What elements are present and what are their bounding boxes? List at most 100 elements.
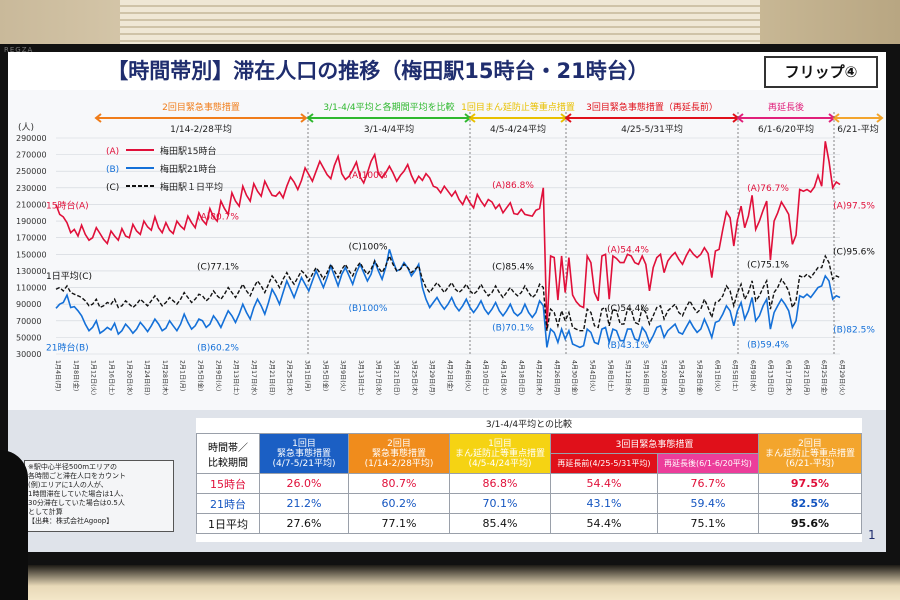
- x-tick-label: 1月16日(土): [107, 360, 115, 395]
- x-tick-label: 6月17日(木): [785, 360, 793, 395]
- x-tick-label: 4月2日(金): [446, 360, 454, 391]
- series-line-B: [55, 249, 841, 349]
- x-tick-label: 3月25日(木): [410, 360, 418, 395]
- annotation-a: (A)80.7%: [197, 212, 239, 222]
- x-tick-label: 4月26日(月): [553, 360, 560, 395]
- period-label: 3回目緊急事態措置（再延長前）: [586, 101, 718, 113]
- table-cell: 27.6%: [259, 513, 349, 534]
- period-average-label: 6/1-6/20平均: [758, 123, 814, 135]
- table-cell: 54.4%: [550, 473, 658, 494]
- annotation-b: (B)60.2%: [197, 344, 239, 354]
- series-line-C: [55, 254, 841, 332]
- plot-background: [8, 90, 886, 410]
- side-label-21h: 21時台(B): [46, 342, 89, 354]
- annotation-a: (A)76.7%: [747, 184, 789, 194]
- comparison-table: 時間帯／ 比較期間 1回目 緊急事態措置 (4/7-5/21平均) 2回目 緊急…: [196, 433, 862, 534]
- row-label-15h: 15時台: [196, 473, 260, 494]
- x-tick-label: 6月13日(日): [767, 360, 774, 395]
- note-line: ※駅中心半径500mエリアの: [28, 463, 118, 471]
- x-tick-label: 2月5日(金): [197, 360, 205, 391]
- header-1st-manbo: 1回目 まん延防止等重点措置 (4/5-4/24平均): [449, 433, 551, 474]
- annotation-a: (A)86.8%: [492, 181, 534, 191]
- window-blinds: [120, 0, 760, 44]
- y-tick-label: 130000: [16, 267, 47, 276]
- person-silhouette: [0, 450, 28, 600]
- x-tick-label: 5月16日(日): [642, 360, 649, 395]
- period-average-label: 4/5-4/24平均: [490, 123, 546, 135]
- room-background-bottom: [0, 565, 900, 600]
- y-tick-label: 70000: [16, 317, 41, 326]
- legend-label: 梅田駅15時台: [160, 145, 216, 157]
- note-line: 30分滞在していた場合は0.5人: [28, 499, 125, 507]
- header-2-line1: 2回目: [387, 438, 411, 449]
- x-tick-label: 5月4日(火): [589, 360, 596, 391]
- x-tick-label: 4月10日(土): [482, 360, 490, 395]
- table-corner: 時間帯／ 比較期間: [196, 433, 260, 474]
- header-1-line2: 緊急事態措置: [276, 448, 331, 459]
- annotation-b: (B)100%: [349, 304, 388, 314]
- flip-badge: フリップ④: [764, 56, 878, 88]
- annotation-c: (C)85.4%: [492, 262, 534, 272]
- header-3-line2: まん延防止等重点措置: [454, 448, 545, 459]
- period-label: 3/1-4/4平均と各期間平均を比較: [323, 101, 454, 113]
- period-average-label: 1/14-2/28平均: [170, 123, 232, 135]
- x-tick-label: 3月5日(金): [321, 360, 329, 391]
- legend-label: 梅田駅１日平均: [160, 181, 223, 193]
- period-label: 1回目まん延防止等重点措置: [461, 101, 575, 113]
- x-tick-label: 1月12日(火): [90, 360, 97, 395]
- table-cell: 80.7%: [348, 473, 450, 494]
- annotation-c: (C)95.6%: [833, 247, 875, 257]
- y-tick-label: 290000: [16, 134, 47, 143]
- y-tick-label: 90000: [16, 300, 41, 309]
- table-cell: 75.1%: [656, 513, 760, 534]
- x-tick-label: 5月12日(水): [624, 360, 632, 395]
- chart-svg: (人)290000 270000 250000 230000 210000 190000 1…: [8, 90, 886, 410]
- legend-label: 梅田駅21時台: [160, 163, 216, 175]
- slide-title-bar: 【時間帯別】滞在人口の推移（梅田駅15時台・21時台） フリップ④: [8, 52, 886, 90]
- annotation-c: (C)75.1%: [747, 261, 789, 271]
- table-cell: 26.0%: [259, 473, 349, 494]
- period-bracket-arrows: [94, 113, 308, 123]
- x-tick-label: 3月21日(日): [393, 360, 400, 395]
- table-cell: 82.5%: [758, 493, 862, 514]
- annotation-a: (A)54.4%: [607, 246, 649, 256]
- row-label-daily-average: 1日平均: [196, 513, 260, 534]
- x-tick-label: 4月22日(木): [535, 360, 543, 395]
- x-tick-label: 4月6日(火): [464, 360, 471, 391]
- period-average-label: 6/21-平均: [837, 123, 878, 135]
- x-tick-label: 4月18日(日): [517, 360, 524, 395]
- y-tick-label: 110000: [16, 284, 47, 293]
- annotation-b: (B)70.1%: [492, 324, 534, 334]
- note-source: 【出典：株式会社Agoop】: [28, 517, 114, 525]
- x-tick-label: 6月1日(火): [713, 360, 720, 391]
- table-cell: 70.1%: [449, 493, 551, 514]
- table-subheader-row: 再延長前(4/25-5/31平均) 再延長後(6/1-6/20平均): [197, 453, 862, 474]
- x-tick-label: 2月1日(月): [179, 360, 186, 391]
- note-line: 1時間滞在していた場合は1人、: [28, 490, 128, 498]
- x-tick-label: 2月21日(日): [268, 360, 275, 395]
- header-3-line1: 1回目: [488, 438, 512, 449]
- side-label-15h: 15時台(A): [46, 200, 89, 212]
- x-tick-label: 1月24日(日): [143, 360, 150, 395]
- table-caption: 3/1-4/4平均との比較: [485, 420, 573, 430]
- comparison-table-panel: 3/1-4/4平均との比較 時間帯／ 比較期間 1回目 緊急事態措置 (4/7-…: [196, 418, 862, 542]
- header-6-line1: 2回目: [798, 438, 822, 449]
- table-row: 21時台 21.2% 60.2% 70.1% 43.1% 59.4% 82.5%: [196, 493, 862, 514]
- table-cell: 97.5%: [758, 473, 862, 494]
- y-tick-label: 210000: [16, 200, 47, 209]
- annotation-a: (A)97.5%: [833, 202, 875, 212]
- x-tick-label: 2月13日(土): [232, 360, 240, 395]
- header-3rd-emergency: 3回目緊急事態措置: [550, 433, 759, 454]
- note-line: (例)エリアに1人の人が、: [28, 481, 108, 489]
- table-cell: 77.1%: [348, 513, 450, 534]
- x-tick-label: 3月17日(水): [375, 360, 383, 395]
- table-row: 1日平均 27.6% 77.1% 85.4% 54.4% 75.1% 95.6%: [196, 513, 862, 534]
- x-tick-label: 3月1日(月): [303, 360, 310, 391]
- table-cell: 21.2%: [259, 493, 349, 514]
- x-tick-label: 1月20日(水): [125, 360, 133, 395]
- y-tick-label: 30000: [16, 350, 41, 359]
- y-tick-label: 170000: [16, 234, 47, 243]
- annotation-a: (A)100%: [349, 171, 388, 181]
- header-1-line3: (4/7-5/21平均): [272, 458, 336, 469]
- x-tick-label: 6月9日(水): [749, 360, 757, 391]
